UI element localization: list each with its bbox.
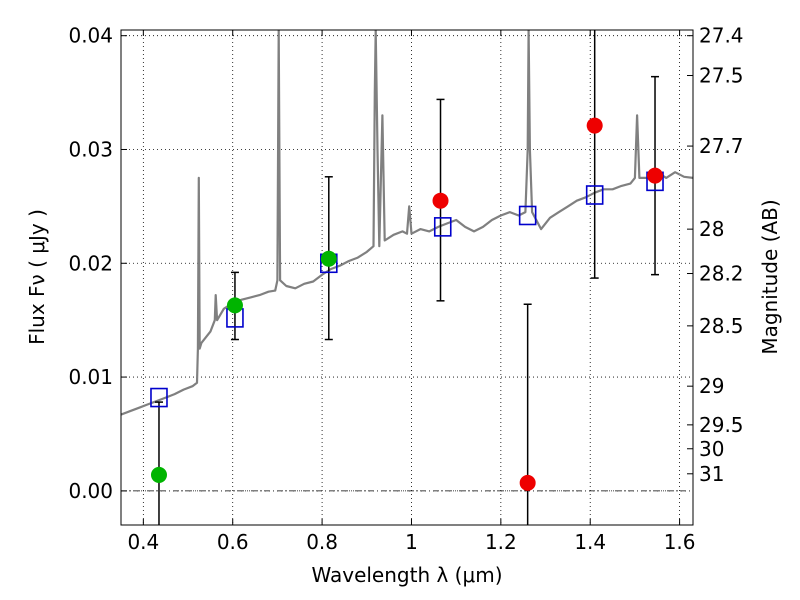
x-tick-label: 0.4 [127, 530, 159, 554]
plot-area [121, 30, 693, 416]
y-axis-label: Flux Fν ( μJy ) [25, 209, 49, 345]
markers [150, 117, 664, 491]
ticks: 0.4 0.6 0.8 1 1.2 1.4 1.6 0.00 0.01 0.02 0.03 0.04 2… [68, 24, 743, 554]
y2-tick-label: 28.5 [699, 314, 744, 338]
model-photometry-square [585, 185, 604, 205]
y-tick-label: 0.04 [68, 24, 113, 48]
y2-tick-label: 28 [699, 217, 724, 241]
observed-point-red [586, 117, 603, 134]
y2-tick-label: 27.7 [699, 134, 744, 158]
observed-point-green [226, 297, 243, 314]
plot-background [121, 30, 693, 525]
y2-tick-label: 28.2 [699, 262, 744, 286]
observed-point-red [432, 192, 449, 209]
y-tick-label: 0.02 [68, 251, 113, 275]
y2-tick-label: 30 [699, 437, 724, 461]
y2-tick-label: 29.5 [699, 413, 744, 437]
model-spectrum-line [121, 30, 693, 416]
y-tick-label: 0.00 [68, 479, 113, 503]
x-tick-label: 0.8 [306, 530, 338, 554]
x-tick-label: 0.6 [217, 530, 249, 554]
model-photometry-square [433, 217, 452, 237]
y2-tick-label: 27.4 [699, 24, 744, 48]
y2-tick-label: 29 [699, 374, 724, 398]
model-photometry-square [518, 205, 537, 226]
grid [121, 30, 693, 525]
model-photometry-square [150, 387, 168, 408]
observed-point-green [320, 250, 337, 267]
x-axis-label: Wavelength λ (μm) [311, 563, 502, 587]
y2-tick-label: 31 [699, 462, 724, 486]
x-tick-label: 1 [405, 530, 418, 554]
x-tick-label: 1.4 [574, 530, 606, 554]
x-tick-label: 1.2 [485, 530, 517, 554]
y2-tick-label: 27.5 [699, 64, 744, 88]
x-tick-label: 1.6 [664, 530, 696, 554]
observed-point-green [150, 466, 167, 483]
observed-point-red [647, 167, 664, 184]
observed-point-red [519, 474, 536, 491]
y2-axis-label: Magnitude (AB) [758, 199, 782, 354]
plot-frame [120, 29, 694, 526]
y-tick-label: 0.03 [68, 137, 113, 161]
y-tick-label: 0.01 [68, 365, 113, 389]
